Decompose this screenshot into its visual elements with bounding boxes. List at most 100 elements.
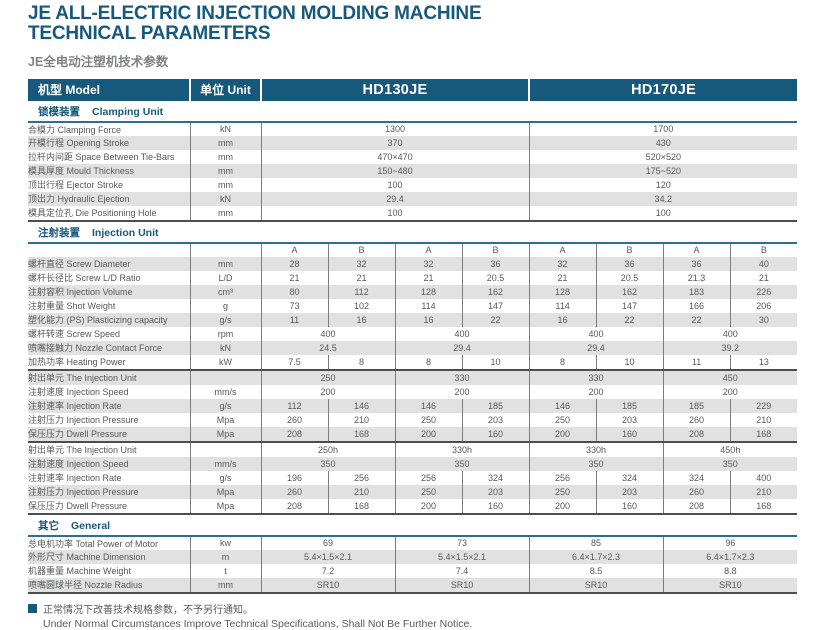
value-cell: 350: [528, 456, 664, 471]
value-cell: 208: [260, 498, 328, 513]
section-title-row: 注射装置 Injection Unit: [28, 221, 798, 244]
value-cell: 147: [595, 298, 664, 313]
row-unit: g: [189, 298, 261, 313]
value-cell: A: [394, 242, 462, 257]
value-cell: 7.5: [260, 354, 328, 369]
value-cell: 20.5: [461, 270, 530, 285]
row-label: 总电机功率 Total Power of Motor: [28, 535, 190, 550]
value-cell: 112: [260, 398, 328, 413]
value-cell: 6.4×1.7×2.3: [528, 549, 664, 564]
value-cell: 450h: [662, 442, 798, 457]
value-cell: 196: [260, 470, 328, 485]
value-cell: 200: [394, 384, 530, 399]
value-cell: 36: [595, 256, 664, 271]
row-label: 机器重量 Machine Weight: [28, 563, 190, 578]
row-label: 注射容积 Injection Volume: [28, 284, 190, 299]
row-label: [28, 242, 190, 257]
table-row: 注射速率 Injection Rate g/s 112 146 146 185 146 185…: [28, 398, 798, 413]
row-label: 注射速度 Injection Speed: [28, 456, 190, 471]
value-cell: 162: [461, 284, 530, 299]
value-cell: 200: [260, 384, 395, 399]
value-cell: 146: [327, 398, 395, 413]
value-cell: 430: [528, 135, 798, 150]
value-cell: 206: [729, 298, 798, 313]
value-cell: 8.5: [528, 563, 664, 578]
section-title-cn: 注射装置: [38, 226, 80, 239]
row-unit: g/s: [189, 398, 261, 413]
value-cell: 22: [595, 312, 664, 327]
row-unit: Mpa: [189, 412, 261, 427]
value-cell: 160: [461, 426, 530, 441]
value-cell: 330: [394, 370, 530, 385]
value-cell: 350: [394, 456, 530, 471]
value-cell: 168: [327, 498, 395, 513]
row-label: 外形尺寸 Machine Dimension: [28, 549, 190, 564]
row-unit: mm/s: [189, 456, 261, 471]
row-label: 顶出力 Hydraulic Ejection: [28, 191, 190, 206]
section-title-cell: 其它 General: [28, 514, 798, 537]
table-row: 加热功率 Heating Power kW 7.5 8 8 10 8 10 11 13: [28, 354, 798, 369]
value-cell: 147: [461, 298, 530, 313]
table-row: 模具定位孔 Die Positioning Hole mm 100 100: [28, 205, 798, 220]
row-label: 射出单元 The Injection Unit: [28, 370, 190, 385]
section-title-row: 锁模装置 Clamping Unit: [28, 100, 798, 123]
value-cell: 80: [260, 284, 328, 299]
table-row: 外形尺寸 Machine Dimension m 5.4×1.5×2.1 5.4×1.…: [28, 549, 798, 564]
value-cell: 28: [260, 256, 328, 271]
value-cell: 36: [662, 256, 731, 271]
table-row: 螺杆长径比 Screw L/D Ratio L/D 21 21 21 20.5 21 20.5…: [28, 270, 798, 285]
table-row: 喷嘴接触力 Nozzle Contact Force kN 24.5 29.4 29.4…: [28, 340, 798, 355]
value-cell: 5.4×1.5×2.1: [260, 549, 395, 564]
section-title-cn: 其它: [38, 519, 59, 532]
row-label: 注射压力 Injection Pressure: [28, 412, 190, 427]
value-cell: 400: [729, 470, 798, 485]
row-unit: mm: [189, 577, 261, 592]
section-title-cn: 锁模装置: [38, 105, 80, 118]
value-cell: 13: [729, 354, 798, 369]
value-cell: 200: [662, 384, 798, 399]
section-title-en: General: [71, 519, 111, 532]
value-cell: 200: [528, 498, 597, 513]
value-cell: A: [662, 242, 731, 257]
footnote: 正常情况下改善技术规格参数，不予另行通知。 Under Normal Circu…: [28, 601, 797, 630]
value-cell: 100: [528, 205, 798, 220]
value-cell: 210: [327, 412, 395, 427]
value-cell: 39.2: [662, 340, 798, 355]
row-unit: kN: [189, 121, 261, 136]
column-header-model: 机型 Model: [28, 78, 190, 101]
value-cell: 34.2: [528, 191, 798, 206]
row-label: 保压压力 Dwell Pressure: [28, 498, 190, 513]
value-cell: 185: [662, 398, 731, 413]
row-label: 合模力 Clamping Force: [28, 121, 190, 136]
row-unit: mm: [189, 256, 261, 271]
value-cell: 29.4: [394, 340, 530, 355]
value-cell: 100: [260, 205, 530, 220]
value-cell: 260: [260, 412, 328, 427]
value-cell: 11: [260, 312, 328, 327]
value-cell: 203: [595, 484, 664, 499]
value-cell: 260: [662, 412, 731, 427]
value-cell: 8: [327, 354, 395, 369]
row-label: 螺杆转速 Screw Speed: [28, 326, 190, 341]
row-unit: mm/s: [189, 384, 261, 399]
row-unit: kW: [189, 354, 261, 369]
value-cell: 260: [260, 484, 328, 499]
value-cell: 7.4: [394, 563, 530, 578]
section-divider: [28, 591, 798, 594]
section-title-en: Clamping Unit: [92, 105, 164, 118]
value-cell: 21: [394, 270, 462, 285]
value-cell: 1300: [260, 121, 530, 136]
value-cell: 16: [528, 312, 597, 327]
value-cell: 114: [394, 298, 462, 313]
value-cell: 150~480: [260, 163, 530, 178]
value-cell: 73: [394, 535, 530, 550]
value-cell: 8: [394, 354, 462, 369]
row-label: 开模行程 Opening Stroke: [28, 135, 190, 150]
table-row: 保压压力 Dwell Pressure Mpa 208 168 200 160 200 160…: [28, 498, 798, 513]
value-cell: B: [595, 242, 664, 257]
value-cell: SR10: [662, 577, 798, 592]
column-header-machine-hd170je: HD170JE: [528, 78, 798, 101]
value-cell: 6.4×1.7×2.3: [662, 549, 798, 564]
value-cell: A: [260, 242, 328, 257]
